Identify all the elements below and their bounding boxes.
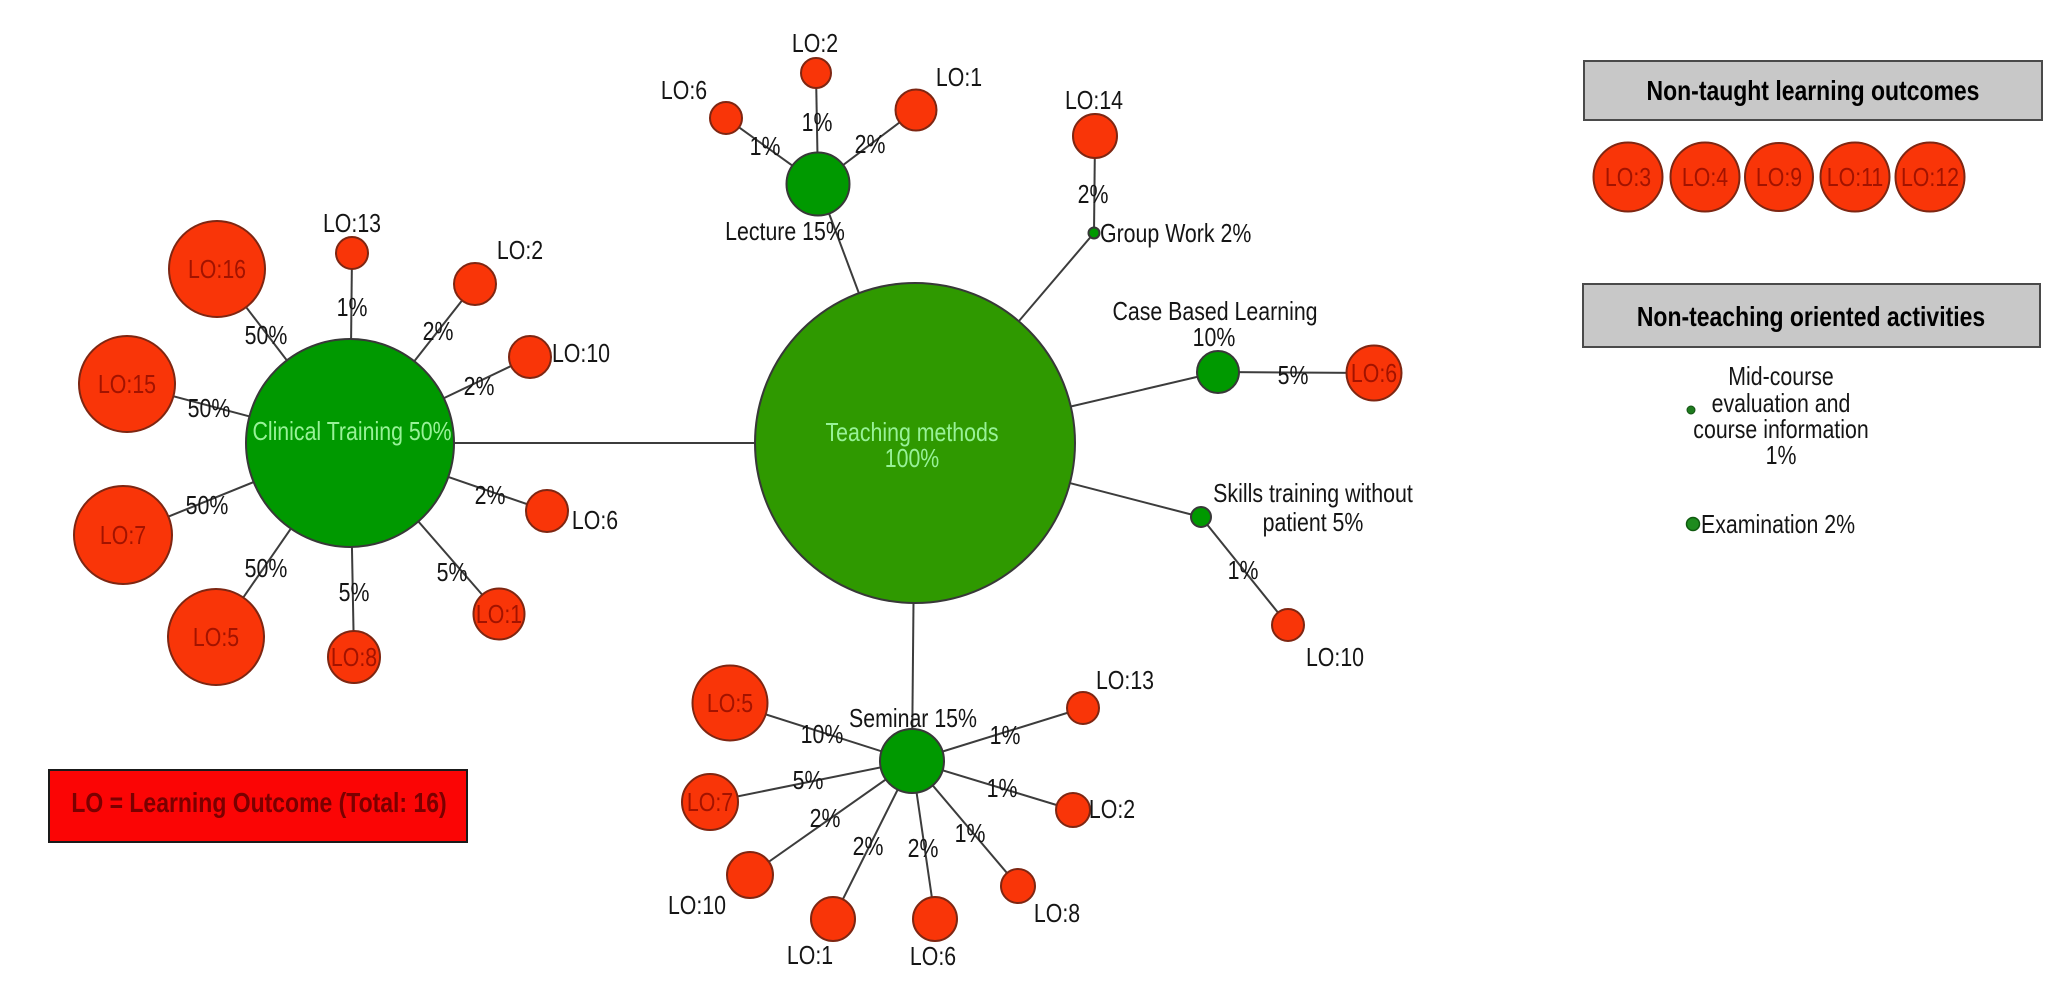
svg-text:LO:2: LO:2	[497, 235, 543, 265]
svg-text:1%: 1%	[802, 107, 833, 137]
svg-text:LO:7: LO:7	[100, 520, 146, 550]
svg-text:LO:1: LO:1	[476, 599, 522, 629]
svg-text:patient 5%: patient 5%	[1263, 507, 1364, 537]
svg-text:5%: 5%	[339, 577, 370, 607]
svg-text:course information: course information	[1693, 414, 1868, 444]
svg-text:2%: 2%	[853, 831, 884, 861]
svg-text:1%: 1%	[1766, 440, 1797, 470]
svg-text:5%: 5%	[1278, 360, 1309, 390]
svg-text:Case Based Learning: Case Based Learning	[1112, 296, 1317, 326]
svg-text:Non-teaching oriented activiti: Non-teaching oriented activities	[1637, 301, 1985, 332]
svg-text:Mid-course: Mid-course	[1728, 361, 1833, 391]
svg-text:2%: 2%	[810, 803, 841, 833]
svg-text:LO:1: LO:1	[787, 940, 833, 970]
svg-text:LO:2: LO:2	[1089, 794, 1135, 824]
svg-text:Non-taught learning outcomes: Non-taught learning outcomes	[1647, 75, 1980, 106]
svg-text:Seminar 15%: Seminar 15%	[849, 703, 977, 733]
svg-text:LO:6: LO:6	[661, 75, 707, 105]
svg-text:LO:13: LO:13	[1096, 665, 1154, 695]
svg-text:2%: 2%	[1078, 179, 1109, 209]
svg-text:LO:16: LO:16	[188, 254, 246, 284]
svg-text:LO:12: LO:12	[1901, 162, 1959, 192]
svg-text:LO:11: LO:11	[1827, 162, 1884, 192]
svg-text:LO:5: LO:5	[707, 688, 753, 718]
svg-text:Group Work 2%: Group Work 2%	[1100, 218, 1251, 248]
svg-text:LO:1: LO:1	[936, 62, 982, 92]
svg-text:evaluation and: evaluation and	[1712, 388, 1851, 418]
svg-text:LO:15: LO:15	[98, 369, 156, 399]
svg-text:LO:10: LO:10	[668, 890, 726, 920]
svg-text:2%: 2%	[464, 371, 495, 401]
svg-text:LO:13: LO:13	[323, 208, 381, 238]
svg-text:LO:2: LO:2	[792, 28, 838, 58]
svg-text:LO:10: LO:10	[1306, 642, 1364, 672]
svg-text:10%: 10%	[1193, 322, 1236, 352]
svg-text:LO:8: LO:8	[331, 642, 377, 672]
svg-text:50%: 50%	[188, 393, 231, 423]
svg-text:Skills training without: Skills training without	[1213, 478, 1413, 508]
svg-text:LO:4: LO:4	[1682, 162, 1728, 192]
svg-text:LO:7: LO:7	[687, 787, 733, 817]
svg-text:Clinical Training 50%: Clinical Training 50%	[252, 416, 451, 446]
svg-text:50%: 50%	[245, 553, 288, 583]
svg-text:1%: 1%	[1228, 555, 1259, 585]
svg-text:1%: 1%	[750, 131, 781, 161]
svg-text:5%: 5%	[437, 557, 468, 587]
svg-text:1%: 1%	[990, 720, 1021, 750]
svg-text:LO:3: LO:3	[1605, 162, 1651, 192]
svg-text:LO:8: LO:8	[1034, 898, 1080, 928]
svg-text:LO:14: LO:14	[1065, 85, 1123, 115]
svg-text:10%: 10%	[801, 719, 844, 749]
svg-text:1%: 1%	[337, 292, 368, 322]
svg-text:LO:10: LO:10	[552, 338, 610, 368]
svg-text:2%: 2%	[855, 129, 886, 159]
svg-text:Lecture 15%: Lecture 15%	[725, 216, 845, 246]
svg-text:LO:6: LO:6	[910, 941, 956, 971]
svg-text:LO:6: LO:6	[1351, 358, 1397, 388]
svg-text:2%: 2%	[908, 833, 939, 863]
svg-text:LO = Learning Outcome (Total:: LO = Learning Outcome (Total: 16)	[71, 787, 446, 818]
svg-text:50%: 50%	[186, 490, 229, 520]
svg-text:Examination 2%: Examination 2%	[1701, 509, 1855, 539]
svg-text:1%: 1%	[955, 818, 986, 848]
svg-text:Teaching methods: Teaching methods	[826, 417, 999, 447]
svg-text:1%: 1%	[987, 773, 1018, 803]
svg-text:100%: 100%	[885, 443, 940, 473]
svg-text:5%: 5%	[793, 765, 824, 795]
svg-text:2%: 2%	[423, 316, 454, 346]
svg-text:50%: 50%	[245, 320, 288, 350]
svg-text:LO:9: LO:9	[1756, 162, 1802, 192]
svg-text:LO:6: LO:6	[572, 505, 618, 535]
svg-text:LO:5: LO:5	[193, 622, 239, 652]
svg-text:2%: 2%	[475, 480, 506, 510]
